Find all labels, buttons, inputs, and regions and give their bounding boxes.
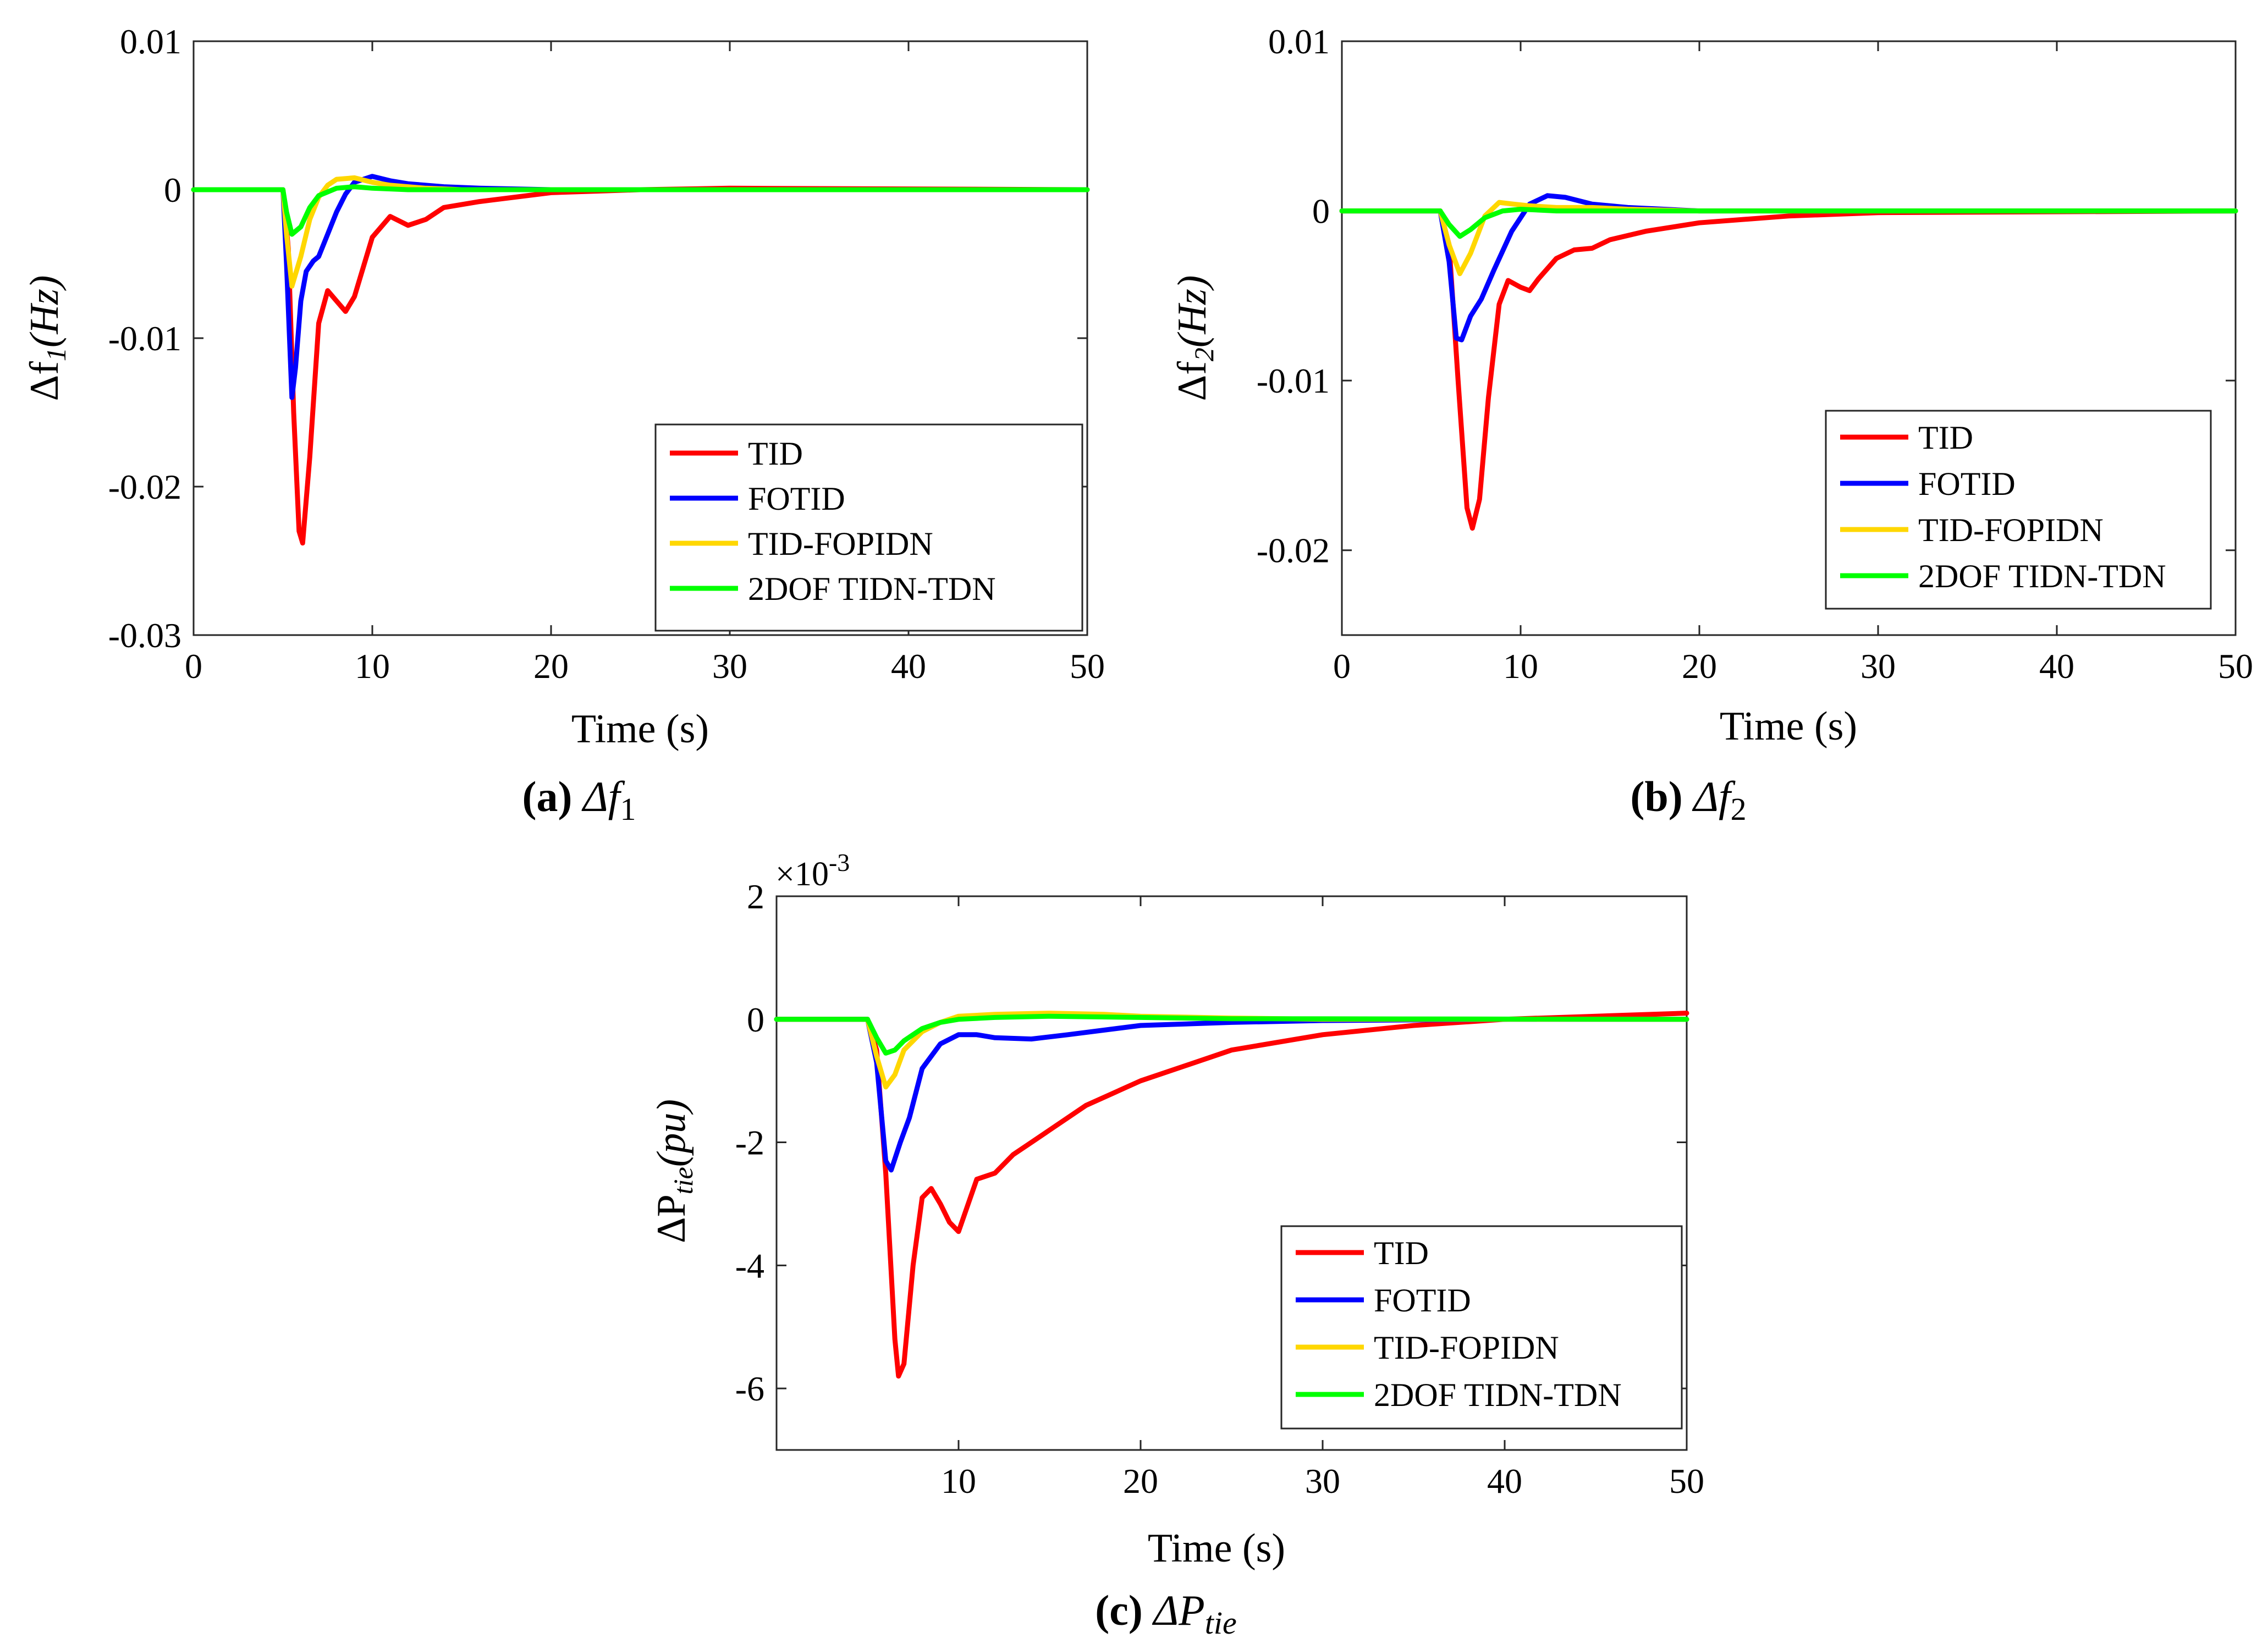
y-axis-title-c: ΔPtie(pu)	[649, 1099, 698, 1243]
caption-sub-c: tie	[1205, 1605, 1237, 1638]
legend-c: TID FOTID TID-FOPIDN 2DOF TIDN-TDN	[1280, 1225, 1683, 1430]
chart-panel-a: 0 10 20 30 40 50 -0.03 -0.02 -0.01 0 0.01 Time (s)…	[22, 22, 1105, 827]
y-axis-sub-b: 2	[1188, 348, 1219, 361]
legend-label: TID-FOPIDN	[1918, 512, 2104, 548]
legend-b: TID FOTID TID-FOPIDN 2DOF TIDN-TDN	[1825, 410, 2212, 610]
lines-b	[1339, 193, 2238, 531]
svg-text:ΔPtie(pu): ΔPtie(pu)	[649, 1099, 698, 1243]
x-tick-label: 0	[185, 647, 202, 686]
legend-box-a	[654, 423, 1083, 632]
y-tick-label: 0	[747, 1000, 764, 1039]
caption-label-c: (c)	[1095, 1586, 1143, 1634]
x-axis-title-c: Time (s)	[1148, 1526, 1285, 1571]
caption-math-c: ΔP	[1152, 1586, 1204, 1634]
series-line-tid	[1339, 208, 2238, 531]
legend-label: TID-FOPIDN	[748, 526, 933, 562]
caption-label-a: (a)	[522, 773, 572, 820]
x-tick-label: 50	[1070, 647, 1105, 686]
legend-label: 2DOF TIDN-TDN	[1918, 558, 2166, 594]
y-tick-label: 2	[747, 877, 764, 916]
series-line-fotid	[774, 1017, 1689, 1173]
series-line-fotid	[1339, 193, 2238, 343]
chart-panel-c: 10 20 30 40 50-6-4-202 ×10-3 Time (s) ΔPtie(…	[649, 848, 1704, 1638]
y-axis-sub-a: 1	[41, 348, 71, 361]
y-axis-main-a: Δf	[22, 361, 67, 401]
series-line-tid	[774, 1011, 1689, 1379]
axis-multiplier-c: ×10-3	[775, 848, 850, 893]
x-tick-label: 0	[1333, 647, 1351, 686]
x-tick-label: 10	[941, 1461, 976, 1501]
legend-a: TID FOTID TID-FOPIDN 2DOF TIDN-TDN	[654, 423, 1083, 632]
x-tick-label: 30	[1305, 1461, 1340, 1501]
y-tick-label: -0.02	[1257, 531, 1330, 570]
caption-math-b: Δf	[1692, 773, 1736, 820]
y-tick-label: -6	[735, 1369, 764, 1408]
x-tick-label: 20	[533, 647, 569, 686]
y-tick-label: -0.01	[108, 319, 181, 358]
caption-sub-b: 2	[1731, 791, 1747, 827]
legend-label: FOTID	[1918, 466, 2016, 502]
multiplier-base-c: ×10	[775, 856, 829, 893]
y-tick-label: 0	[1312, 192, 1330, 231]
y-tick-label: 0	[164, 170, 181, 209]
series-line-tid	[191, 185, 1090, 546]
y-axis-unit-a: (Hz)	[22, 275, 67, 348]
x-axis-title-a: Time (s)	[571, 707, 709, 752]
series-line-2dof-tidn-tdn	[191, 184, 1090, 237]
svg-text:Δf1(Hz): Δf1(Hz)	[22, 275, 71, 401]
x-tick-label: 40	[2039, 647, 2074, 686]
x-tick-label: 20	[1123, 1461, 1158, 1501]
legend-label: 2DOF TIDN-TDN	[1374, 1377, 1622, 1413]
x-tick-label: 40	[891, 647, 926, 686]
legend-label: FOTID	[748, 481, 845, 517]
legend-label: TID-FOPIDN	[1374, 1330, 1559, 1366]
svg-text:Δf2(Hz): Δf2(Hz)	[1170, 275, 1219, 401]
y-axis-unit-c: (pu)	[649, 1099, 694, 1167]
y-tick-label: -4	[735, 1246, 764, 1285]
y-tick-label: 0.01	[120, 22, 181, 61]
x-tick-label: 30	[712, 647, 747, 686]
y-axis-main-b: Δf	[1170, 361, 1215, 401]
legend-label: TID	[1374, 1235, 1429, 1271]
x-tick-label: 50	[1669, 1461, 1704, 1501]
lines-c	[774, 1011, 1689, 1379]
y-axis-sub-c: tie	[668, 1167, 698, 1194]
y-tick-label: -0.02	[108, 467, 181, 506]
series-line-2dof-tidn-tdn	[774, 1013, 1689, 1056]
y-tick-label: -0.01	[1257, 361, 1330, 400]
caption-b: (b) Δf2	[1630, 773, 1746, 827]
x-tick-label: 30	[1860, 647, 1896, 686]
caption-sub-a: 1	[620, 791, 636, 827]
x-tick-label: 20	[1682, 647, 1717, 686]
caption-a: (a) Δf1	[522, 773, 636, 827]
y-tick-label: 0.01	[1268, 22, 1330, 61]
ticks-b: 0 10 20 30 40 50 -0.02 -0.01 0 0.01	[1257, 22, 2253, 686]
y-axis-main-c: ΔP	[649, 1194, 694, 1243]
x-tick-label: 10	[1503, 647, 1538, 686]
x-tick-label: 40	[1487, 1461, 1522, 1501]
legend-label: TID	[748, 435, 803, 472]
y-axis-title-a: Δf1(Hz)	[22, 275, 71, 401]
x-tick-label: 10	[355, 647, 390, 686]
legend-label: FOTID	[1374, 1282, 1471, 1319]
caption-math-a: Δf	[581, 773, 625, 820]
series-line-2dof-tidn-tdn	[1339, 207, 2238, 239]
caption-c: (c) ΔPtie	[1095, 1586, 1237, 1638]
caption-label-b: (b)	[1630, 773, 1682, 820]
x-axis-title-b: Time (s)	[1720, 704, 1857, 749]
legend-label: 2DOF TIDN-TDN	[748, 571, 996, 607]
y-tick-label: -0.03	[108, 616, 181, 655]
y-axis-title-b: Δf2(Hz)	[1170, 275, 1219, 401]
legend-label: TID	[1918, 420, 1973, 456]
x-tick-label: 50	[2218, 647, 2253, 686]
y-axis-unit-b: (Hz)	[1170, 275, 1215, 348]
y-tick-label: -2	[735, 1123, 764, 1162]
lines-a	[191, 174, 1090, 546]
multiplier-exp-c: -3	[829, 848, 850, 876]
